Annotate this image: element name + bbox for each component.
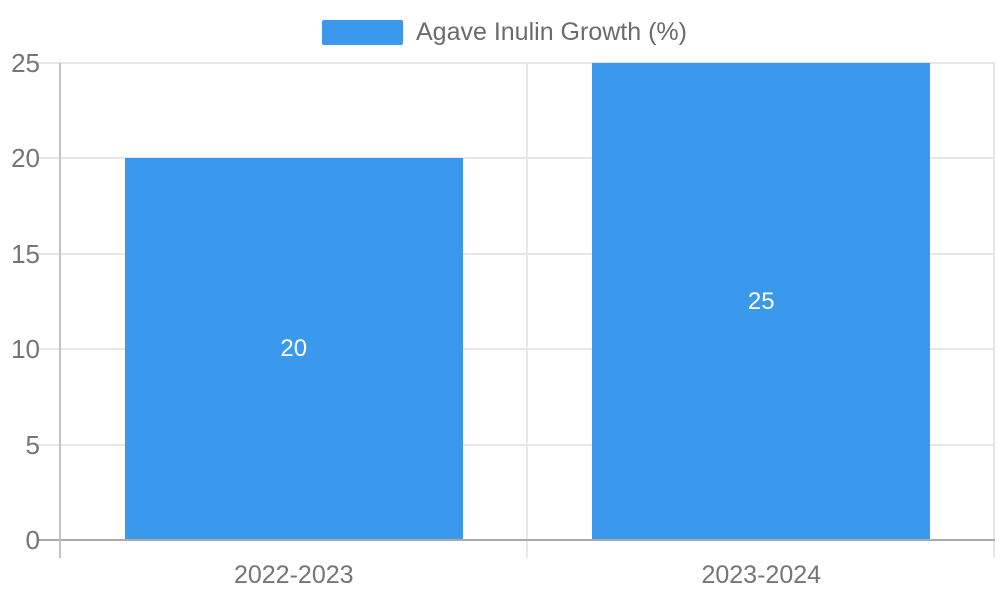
gridline	[38, 252, 995, 255]
x-axis-tick-label: 2022-2023	[233, 561, 354, 589]
y-axis-tick-label: 10	[11, 334, 40, 365]
category-separator	[993, 63, 995, 558]
x-axis-line	[38, 539, 995, 541]
x-axis-tick-label: 2023-2024	[701, 561, 822, 589]
gridline	[38, 348, 995, 351]
y-axis-line	[59, 63, 61, 558]
category-separator	[525, 63, 528, 558]
bar-value-label: 25	[747, 287, 775, 315]
bar[interactable]	[592, 63, 931, 540]
gridline	[38, 443, 995, 446]
legend-swatch	[322, 20, 403, 45]
chart-legend[interactable]: Agave Inulin Growth (%)	[322, 18, 687, 46]
gridline	[38, 62, 995, 64]
y-axis-tick-label: 15	[11, 238, 40, 269]
y-axis-tick-label: 5	[25, 429, 40, 460]
y-axis-tick-label: 0	[25, 525, 40, 555]
y-axis-tick-label: 20	[11, 143, 40, 174]
bar-value-label: 20	[280, 335, 308, 363]
bar[interactable]	[124, 158, 463, 540]
y-axis-tick-label: 25	[11, 48, 40, 78]
legend-label: Agave Inulin Growth (%)	[416, 18, 687, 46]
gridline	[38, 157, 995, 160]
